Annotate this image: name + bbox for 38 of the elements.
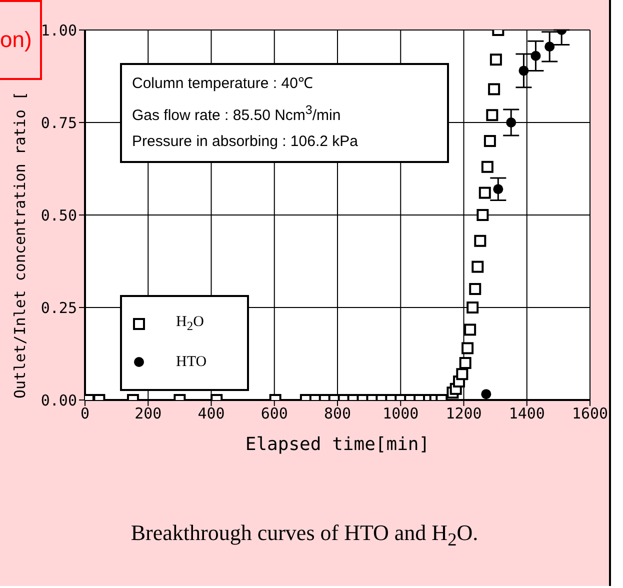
point (530, 50, 541, 61)
point (478, 186, 491, 199)
x-tick-label: 1200 (446, 404, 482, 423)
y-tick-label: 0.25 (40, 298, 77, 317)
point (490, 54, 502, 66)
point (544, 42, 555, 52)
x-tick-label: 600 (260, 404, 288, 423)
point (493, 184, 504, 194)
point (488, 83, 500, 96)
text: on) (0, 0, 42, 80)
x-tick-label: 1400 (508, 404, 545, 423)
annotation: Gas flow rate : 85.50 Ncm$^{3}$/min (132, 102, 342, 126)
x-tick-label: 800 (324, 404, 352, 423)
x-tick-label: 400 (198, 404, 225, 423)
point (518, 66, 529, 76)
legend-label: H$_{2}$O (176, 314, 204, 334)
point (474, 234, 486, 247)
x-tick-label: 0 (80, 404, 90, 423)
point (481, 160, 494, 173)
y-tick-label: 0.00 (40, 391, 77, 410)
y-tick-label: 1.00 (40, 21, 77, 40)
text-box: Column temperature : 40℃ Gas flow rate : 85.50 Ncm$^{3}$/min Pressure in absorbing : 106.2 kPa (120, 63, 449, 163)
legend-label: HTO (176, 354, 207, 370)
point (506, 118, 516, 128)
x-axis-title: Elapsed time[min] (245, 434, 430, 455)
text: Breakthrough curves of HTO and H$_{2}$O. (130, 520, 480, 550)
x-tick-label: 200 (134, 404, 162, 423)
y-axis-title: Outlet/Inlet concentration ratio [ (11, 91, 29, 399)
y-tick-label: 0.75 (40, 114, 77, 132)
annotation: Column temperature : 40℃ (132, 74, 314, 94)
point (476, 209, 489, 221)
x-tick-label: 1000 (382, 404, 419, 423)
annotation: Pressure in absorbing : 106.2 kPa (132, 132, 359, 152)
x-tick-label: 1600 (572, 404, 608, 423)
point (472, 260, 484, 273)
point (486, 109, 498, 122)
point (484, 135, 496, 147)
y-tick-label: 0.50 (40, 206, 77, 224)
